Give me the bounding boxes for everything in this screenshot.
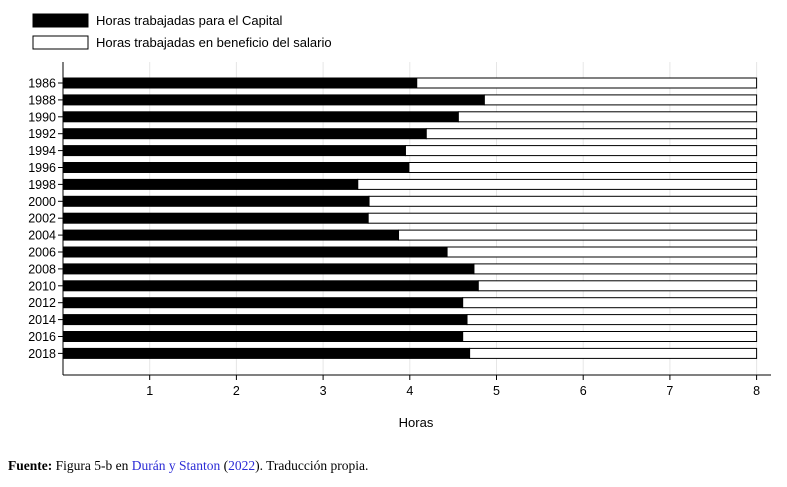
source-text-after: ). Traducción propia. — [255, 458, 369, 473]
y-tick-label-1992: 1992 — [28, 127, 56, 141]
bar-2002-series-2 — [367, 212, 758, 224]
bar-2012-series-2 — [462, 297, 758, 309]
bar-1992-series-2 — [425, 128, 758, 140]
bar-1990-series-2 — [457, 111, 758, 123]
bar-1998-series-2 — [357, 178, 758, 190]
y-tick-label-2002: 2002 — [28, 212, 56, 226]
bar-1986-series-1 — [62, 77, 418, 89]
y-tick-label-1996: 1996 — [28, 161, 56, 175]
y-tick-label-1986: 1986 — [28, 77, 56, 91]
bar-2006-series-1 — [62, 246, 448, 258]
chart: Horas trabajadas para el Capital Horas tr… — [28, 13, 771, 430]
bar-1996-series-2 — [408, 162, 758, 173]
y-tick-label-2014: 2014 — [28, 313, 56, 327]
source-year-open: ( — [220, 458, 229, 473]
bar-1994-series-1 — [62, 145, 406, 157]
x-tick-label-4: 4 — [406, 384, 413, 398]
bar-2004-series-2 — [398, 229, 758, 241]
bar-2006-series-2 — [446, 246, 758, 258]
y-tick-label-2018: 2018 — [28, 347, 56, 361]
legend-label-1: Horas trabajadas para el Capital — [96, 13, 283, 28]
legend-swatch-2 — [32, 35, 89, 50]
bar-2016-series-2 — [462, 331, 758, 342]
bar-1992-series-1 — [62, 128, 427, 140]
axes: 1986 1988 1990 1992 1994 1996 1998 2000 2002 2004… — [28, 62, 771, 398]
bar-2002-series-1 — [62, 212, 369, 224]
x-tick-label-6: 6 — [580, 384, 587, 398]
y-tick-label-1994: 1994 — [28, 144, 56, 158]
x-tick-label-7: 7 — [666, 384, 673, 398]
source-year-link[interactable]: 2022 — [228, 458, 256, 473]
source-text-before: Figura 5-b en — [52, 458, 132, 473]
legend-label-2: Horas trabajadas en beneficio del salari… — [96, 35, 332, 50]
y-tick-label-2006: 2006 — [28, 246, 56, 260]
y-tick-label-2000: 2000 — [28, 195, 56, 209]
bar-2016-series-1 — [62, 331, 464, 342]
y-tick-label-1998: 1998 — [28, 178, 56, 192]
bar-2012-series-1 — [62, 297, 464, 309]
y-tick-label-1990: 1990 — [28, 110, 56, 124]
source-label: Fuente: — [8, 458, 53, 473]
bar-2010-series-1 — [62, 280, 479, 292]
bar-2018-series-1 — [62, 347, 471, 359]
x-tick-label-8: 8 — [753, 384, 760, 398]
bar-1996-series-1 — [62, 162, 410, 173]
bar-2010-series-2 — [477, 280, 758, 292]
bar-2000-series-2 — [368, 195, 758, 207]
bar-1998-series-1 — [62, 178, 359, 190]
x-tick-label-1: 1 — [146, 384, 153, 398]
source-authors-link[interactable]: Durán y Stanton — [131, 458, 221, 473]
bar-2018-series-2 — [469, 347, 758, 359]
bar-2008-series-2 — [473, 263, 758, 275]
bar-1988-series-2 — [483, 94, 758, 106]
bar-2004-series-1 — [62, 229, 400, 241]
x-tick-label-3: 3 — [320, 384, 327, 398]
y-tick-label-2016: 2016 — [28, 330, 56, 344]
y-tick-label-2012: 2012 — [28, 296, 56, 310]
bar-2014-series-2 — [466, 314, 758, 326]
x-axis-label: Horas — [399, 415, 434, 430]
bar-1988-series-1 — [62, 94, 485, 106]
y-tick-label-1988: 1988 — [28, 93, 56, 107]
y-tick-label-2004: 2004 — [28, 229, 56, 243]
bar-1990-series-1 — [62, 111, 459, 123]
bar-2014-series-1 — [62, 314, 468, 326]
bar-2008-series-1 — [62, 263, 475, 275]
y-tick-label-2010: 2010 — [28, 279, 56, 293]
y-tick-label-2008: 2008 — [28, 262, 56, 276]
x-tick-label-2: 2 — [233, 384, 240, 398]
source-note: Fuente: Figura 5-b en Durán y Stanton (2… — [8, 458, 368, 474]
legend-swatch-1 — [32, 13, 89, 28]
bar-1994-series-2 — [404, 145, 758, 157]
legend: Horas trabajadas para el Capital Horas tr… — [32, 13, 332, 50]
bar-1986-series-2 — [416, 77, 758, 89]
bars — [62, 77, 758, 359]
x-tick-label-5: 5 — [493, 384, 500, 398]
bar-2000-series-1 — [62, 195, 370, 207]
